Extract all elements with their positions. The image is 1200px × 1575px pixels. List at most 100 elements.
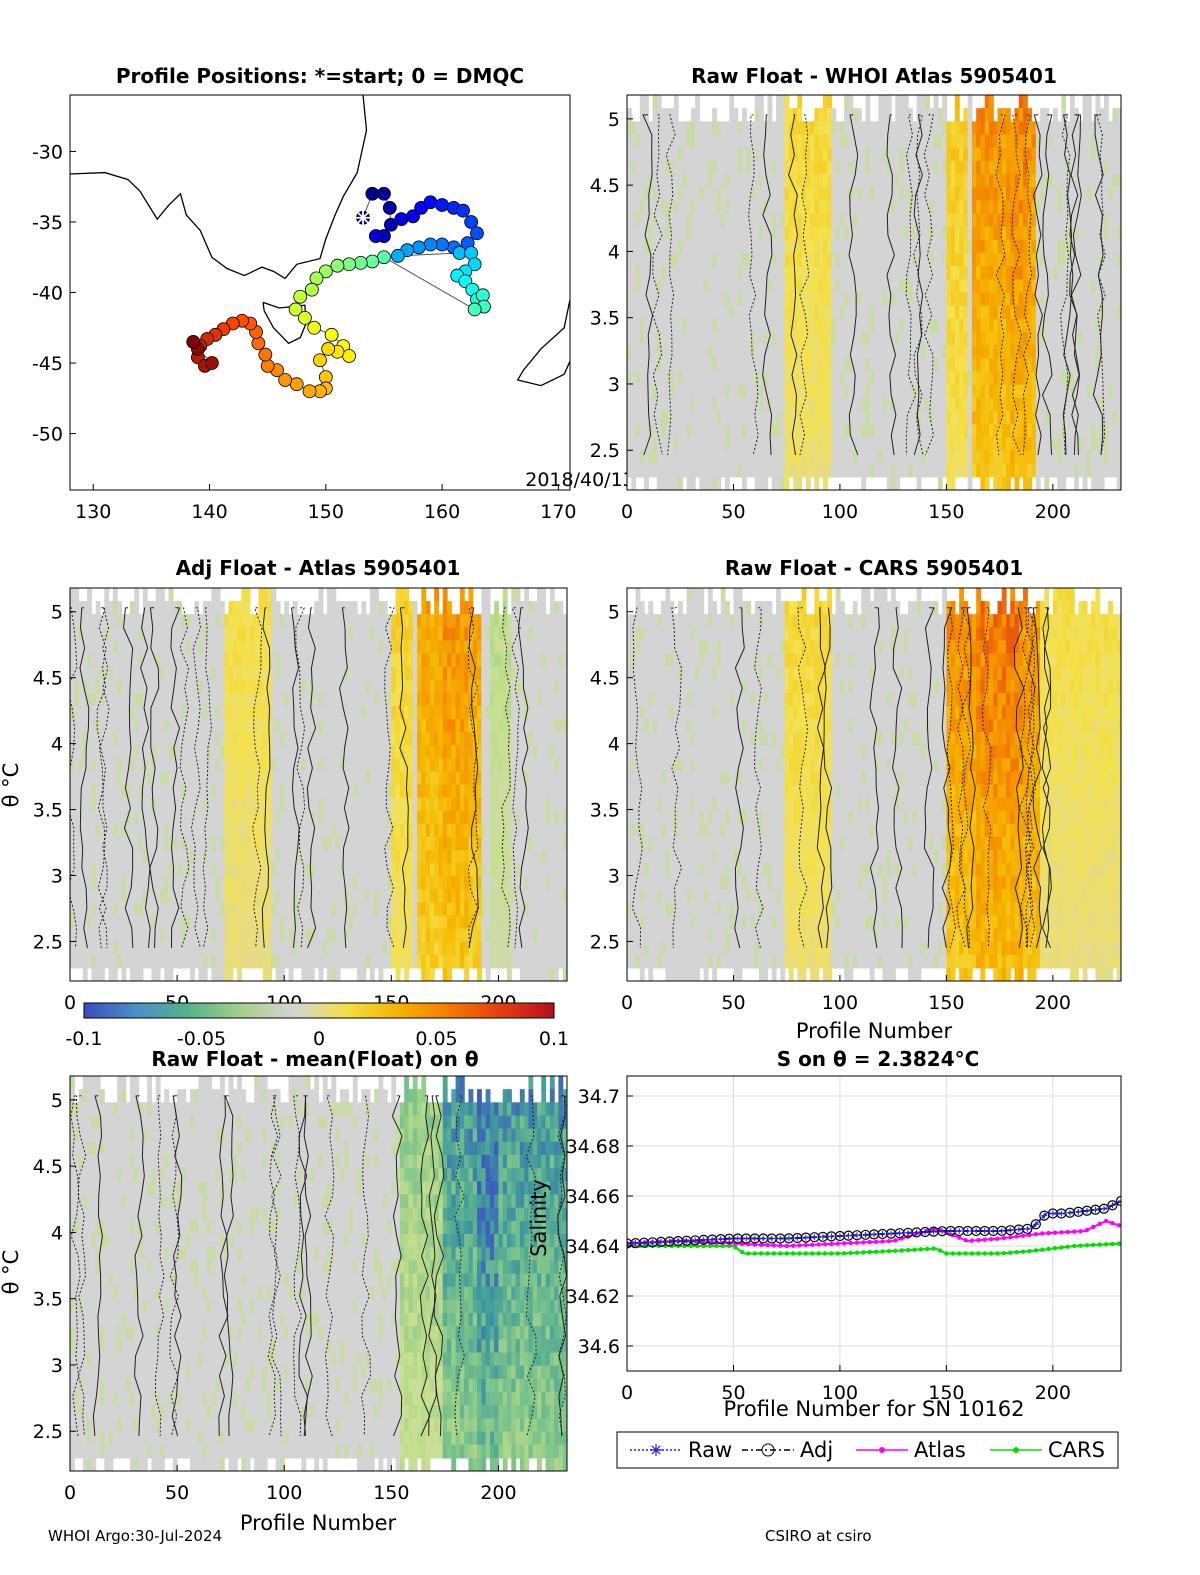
field-cell (831, 424, 837, 438)
field-cell (682, 463, 688, 478)
field-cell (631, 332, 637, 346)
field-cell (980, 463, 986, 478)
field-cell (95, 732, 101, 746)
field-cell (1091, 121, 1097, 136)
contour-line (799, 114, 810, 456)
field-cell (635, 371, 641, 386)
profile-position-marker (467, 302, 482, 317)
field-cell (635, 266, 641, 280)
field-cell (895, 476, 901, 490)
field-cell (1065, 384, 1071, 399)
field-cell (665, 371, 671, 386)
field-cell (639, 424, 645, 438)
field-cell (690, 121, 696, 136)
field-cell (899, 200, 905, 215)
field-cell (848, 397, 854, 412)
field-cell (155, 758, 161, 772)
field-cell (656, 292, 662, 307)
field-cell (648, 411, 654, 425)
field-cell (963, 437, 969, 452)
field-cell (1095, 121, 1101, 136)
field-cell (882, 134, 888, 149)
field-cell (899, 318, 905, 333)
field-cell (788, 305, 794, 320)
field-cell (292, 627, 298, 641)
field-cell (844, 318, 850, 333)
field-cell (916, 450, 922, 465)
field-cell (1035, 411, 1041, 425)
field-cell (784, 358, 790, 373)
field-cell (942, 160, 947, 175)
field-cell (1082, 397, 1088, 412)
field-cell (147, 666, 153, 681)
field-cell (895, 213, 901, 228)
field-cell (716, 187, 722, 201)
field-cell (720, 187, 726, 201)
field-cell (292, 784, 298, 799)
field-cell (767, 450, 773, 465)
field-cell (669, 397, 675, 412)
field-cell (686, 450, 692, 465)
field-cell (1018, 397, 1024, 412)
field-cell (1057, 239, 1062, 254)
field-cell (159, 745, 165, 759)
field-cell (1006, 476, 1011, 490)
field-cell (108, 784, 114, 799)
field-cell (682, 239, 688, 254)
field-cell (882, 213, 888, 228)
field-cell (724, 332, 730, 346)
field-cell (1010, 266, 1016, 280)
field-cell (733, 332, 739, 346)
field-cell (848, 121, 854, 136)
field-cell (984, 187, 990, 201)
field-cell (1018, 147, 1024, 162)
field-cell (99, 640, 105, 655)
field-cell (1086, 358, 1092, 373)
field-cell (142, 614, 148, 628)
field-cell (737, 226, 743, 241)
field-cell (929, 279, 935, 294)
field-cell (933, 411, 939, 425)
field-cell (631, 134, 637, 149)
field-cell (1040, 437, 1045, 452)
field-cell (673, 174, 679, 188)
field-cell (793, 463, 798, 478)
field-cell (891, 226, 896, 241)
field-cell (147, 692, 153, 707)
field-cell (699, 384, 705, 399)
field-cell (249, 902, 255, 917)
field-cell (695, 187, 700, 201)
field-cell (117, 863, 123, 877)
field-cell (950, 200, 956, 215)
field-cell (185, 640, 191, 655)
profile-position-marker (251, 336, 266, 351)
field-cell (1086, 174, 1092, 188)
field-cell (644, 318, 649, 333)
field-cell (1078, 239, 1084, 254)
field-cell (104, 797, 110, 812)
field-cell (189, 745, 195, 759)
field-cell (959, 213, 965, 228)
field-cell (74, 692, 80, 707)
field-cell (776, 384, 781, 399)
field-cell (168, 653, 174, 668)
field-cell (912, 253, 918, 267)
field-cell (627, 213, 632, 228)
field-cell (219, 850, 225, 864)
field-cell (1069, 397, 1075, 412)
raw-vs-atlas-field (627, 95, 1121, 490)
field-cell (652, 213, 658, 228)
field-cell (168, 588, 174, 602)
field-cell (797, 437, 803, 452)
field-cell (292, 601, 298, 615)
field-cell (151, 941, 157, 956)
field-cell (874, 266, 879, 280)
field-cell (112, 836, 118, 851)
field-cell (729, 345, 735, 359)
field-cell (91, 627, 97, 641)
field-cell (993, 174, 999, 188)
field-cell (99, 758, 105, 772)
field-cell (74, 627, 80, 641)
field-cell (967, 187, 973, 201)
field-cell (279, 627, 285, 641)
